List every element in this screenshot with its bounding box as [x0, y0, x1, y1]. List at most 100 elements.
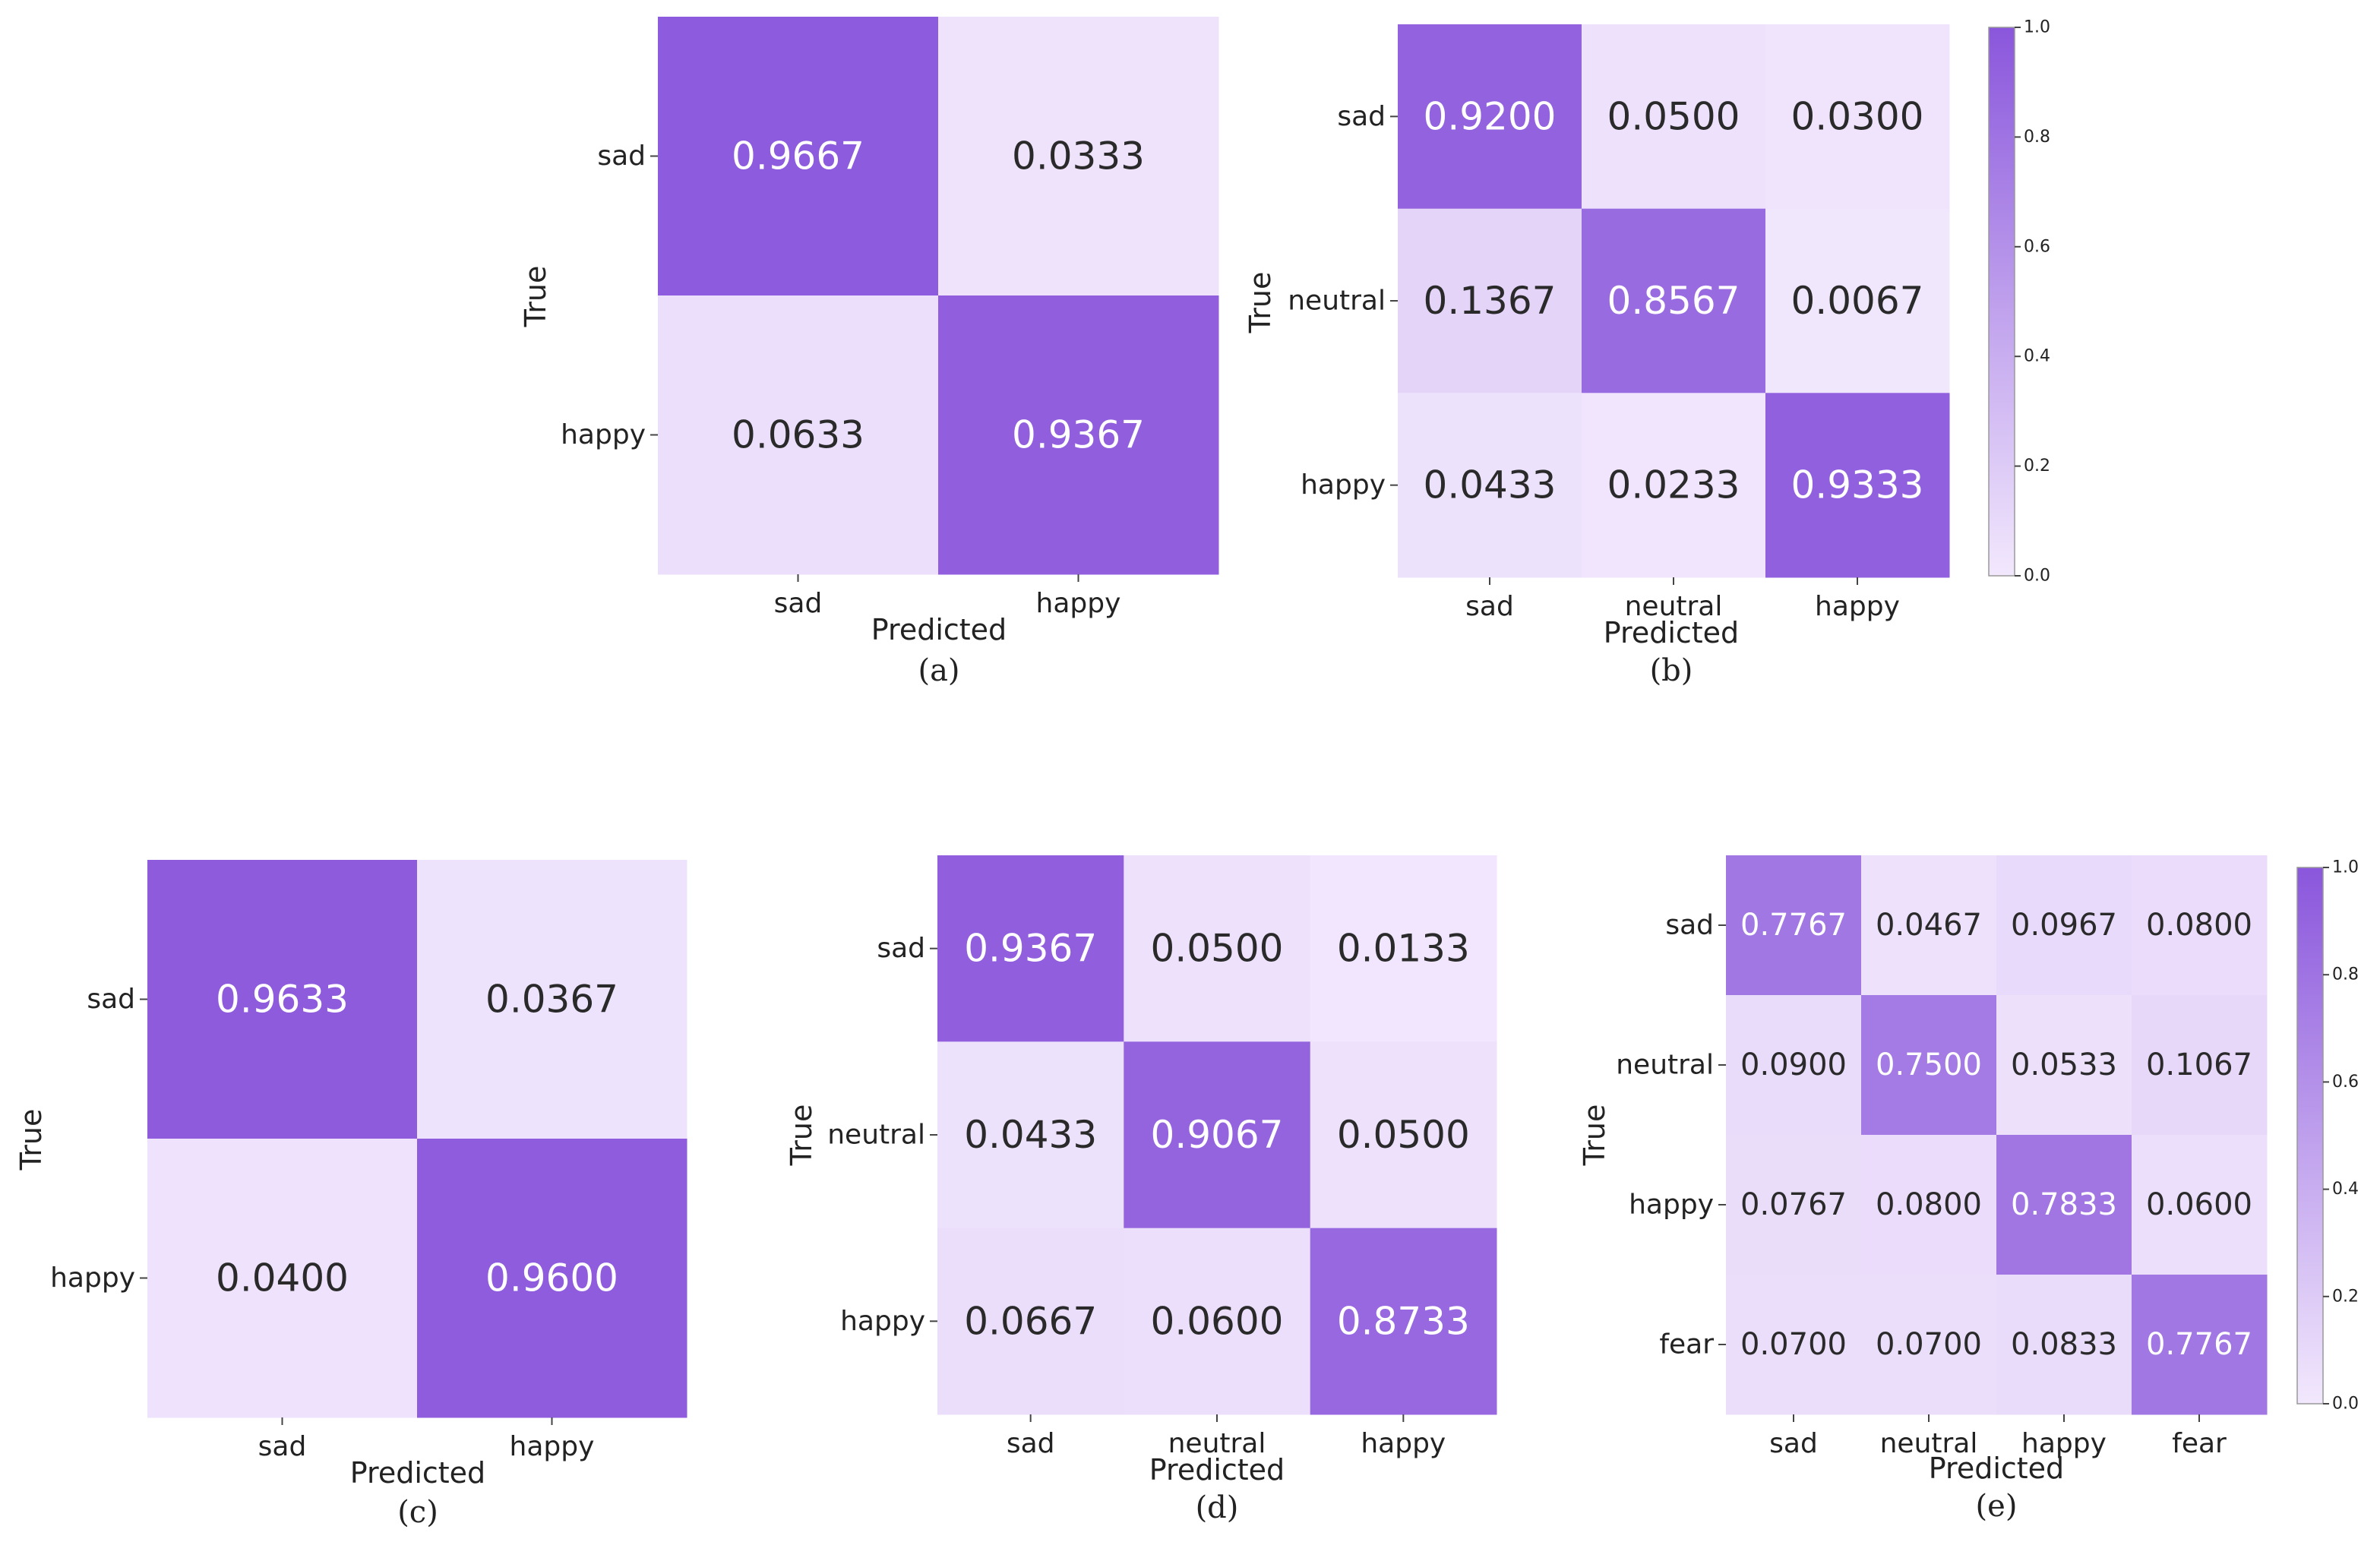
- cell-value-label: 0.7833: [2011, 1187, 2117, 1222]
- y-tick-label: fear: [1659, 1329, 1714, 1360]
- cell-value-label: 0.0600: [2146, 1187, 2252, 1222]
- y-tick-label: sad: [87, 984, 135, 1015]
- y-axis-label: True: [1578, 1104, 1611, 1167]
- cell-value-label: 0.0133: [1337, 927, 1470, 971]
- heatmap-cell: [2132, 1275, 2268, 1415]
- y-tick-label: happy: [561, 419, 646, 450]
- heatmap-cell: [1996, 1135, 2132, 1275]
- heatmap-cell: [658, 17, 939, 296]
- heatmap-cell: [1861, 1135, 1997, 1275]
- colorbar-tick-label: 0.4: [2024, 347, 2050, 366]
- cell-value-label: 0.9367: [1012, 413, 1145, 457]
- x-tick-label: neutral: [1168, 1428, 1266, 1459]
- heatmap-cell: [1310, 1041, 1497, 1229]
- panel-a: 0.9667 0.0333 0.0633 0.9367 sad happy sad happy…: [519, 17, 1219, 688]
- heatmap-cell: [1726, 1135, 1862, 1275]
- y-tick-label: happy: [50, 1262, 135, 1294]
- y-axis-label: True: [1244, 272, 1277, 334]
- heatmap-cell: [937, 1228, 1124, 1415]
- x-axis-label: Predicted: [871, 613, 1007, 646]
- cell-value-label: 0.0633: [732, 413, 864, 457]
- cell-value-label: 0.8567: [1607, 279, 1740, 323]
- x-axis-label: Predicted: [350, 1456, 485, 1490]
- cell-value-label: 0.9067: [1151, 1113, 1284, 1157]
- cell-value-label: 0.0767: [1740, 1187, 1847, 1222]
- x-tick-label: fear: [2172, 1428, 2227, 1459]
- cell-value-label: 0.0600: [1151, 1299, 1284, 1343]
- y-tick-label: neutral: [827, 1120, 925, 1151]
- x-axis-label: Predicted: [1929, 1452, 2064, 1485]
- heatmap-cell: [1996, 855, 2132, 996]
- cell-value-label: 0.0233: [1607, 463, 1740, 507]
- heatmap-cell: [1124, 855, 1311, 1042]
- y-tick-label: sad: [877, 933, 925, 964]
- heatmap-cell: [1398, 24, 1582, 210]
- heatmap-cell: [1582, 393, 1766, 578]
- colorbar-tick-label: 1.0: [2332, 858, 2359, 877]
- panel-e: 0.7767 0.0467 0.0967 0.0800 0.0900 0.7500 0.05…: [1578, 855, 2359, 1524]
- y-tick-label: happy: [1629, 1190, 1714, 1221]
- colorbar: [1988, 27, 2015, 577]
- x-tick-label: neutral: [1625, 591, 1723, 622]
- y-axis-label: True: [785, 1104, 818, 1167]
- cell-value-label: 0.9200: [1424, 94, 1557, 138]
- panel-caption: (c): [397, 1495, 438, 1530]
- panel-c: 0.9633 0.0367 0.0400 0.9600 sad happy sad happy…: [14, 860, 687, 1530]
- heatmap-cell: [1310, 1228, 1497, 1415]
- heatmap-cell: [1765, 208, 1950, 393]
- x-tick-label: sad: [258, 1431, 307, 1462]
- cell-value-label: 0.1067: [2146, 1047, 2252, 1082]
- x-tick-label: neutral: [1880, 1428, 1978, 1459]
- heatmap-cell: [937, 855, 1124, 1042]
- cell-value-label: 0.0433: [1424, 463, 1557, 507]
- heatmap-cell: [658, 295, 939, 575]
- cell-value-label: 0.0067: [1791, 279, 1924, 323]
- x-axis-label: Predicted: [1604, 616, 1739, 649]
- cell-value-label: 0.0800: [1876, 1187, 1982, 1222]
- colorbar: [2296, 867, 2324, 1405]
- x-tick-label: sad: [774, 588, 823, 619]
- heatmap-cell: [1398, 393, 1582, 578]
- colorbar-tick-label: 0.6: [2024, 237, 2050, 256]
- cell-value-label: 0.0800: [2146, 908, 2252, 943]
- colorbar-tick-label: 0.4: [2332, 1180, 2359, 1199]
- cell-value-label: 0.0367: [485, 978, 618, 1022]
- panel-caption: (b): [1650, 653, 1693, 688]
- x-axis-label: Predicted: [1149, 1453, 1285, 1487]
- cell-value-label: 0.7500: [1876, 1047, 1982, 1082]
- heatmap-cell: [1765, 393, 1950, 578]
- heatmap-cell: [1996, 995, 2132, 1136]
- heatmap-cell: [1582, 208, 1766, 393]
- heatmap-cell: [1124, 1228, 1311, 1415]
- colorbar-tick-label: 0.8: [2024, 128, 2050, 147]
- x-tick-label: sad: [1769, 1428, 1818, 1459]
- cell-value-label: 0.9333: [1791, 463, 1924, 507]
- heatmap-cell: [1996, 1275, 2132, 1415]
- panel-caption: (e): [1976, 1489, 2018, 1524]
- x-tick-label: sad: [1465, 591, 1514, 622]
- heatmap-cell: [1765, 24, 1950, 210]
- cell-value-label: 0.7767: [1740, 908, 1847, 943]
- heatmap-cell: [938, 295, 1219, 575]
- y-axis-label: True: [519, 266, 552, 328]
- cell-value-label: 0.0533: [2011, 1047, 2117, 1082]
- y-tick-label: neutral: [1616, 1050, 1714, 1081]
- y-axis-label: True: [14, 1109, 48, 1171]
- cell-value-label: 0.0900: [1740, 1047, 1847, 1082]
- heatmap-cells: 0.9367 0.0500 0.0133 0.0433 0.9067 0.0500 0.06…: [827, 855, 1497, 1459]
- cell-value-label: 0.1367: [1424, 279, 1557, 323]
- colorbar-tick-label: 0.6: [2332, 1073, 2359, 1092]
- cell-value-label: 0.0667: [964, 1299, 1097, 1343]
- cell-value-label: 0.8733: [1337, 1299, 1470, 1343]
- x-tick-label: happy: [1036, 588, 1121, 619]
- cell-value-label: 0.9633: [216, 978, 349, 1022]
- cell-value-label: 0.7767: [2146, 1327, 2252, 1362]
- cell-value-label: 0.0433: [964, 1113, 1097, 1157]
- colorbar-tick-label: 0.0: [2024, 567, 2050, 586]
- heatmap-cell: [1861, 995, 1997, 1136]
- heatmap-cell: [147, 860, 418, 1139]
- cell-value-label: 0.9667: [732, 134, 864, 179]
- cell-value-label: 0.0500: [1607, 94, 1740, 138]
- heatmap-cell: [2132, 1135, 2268, 1275]
